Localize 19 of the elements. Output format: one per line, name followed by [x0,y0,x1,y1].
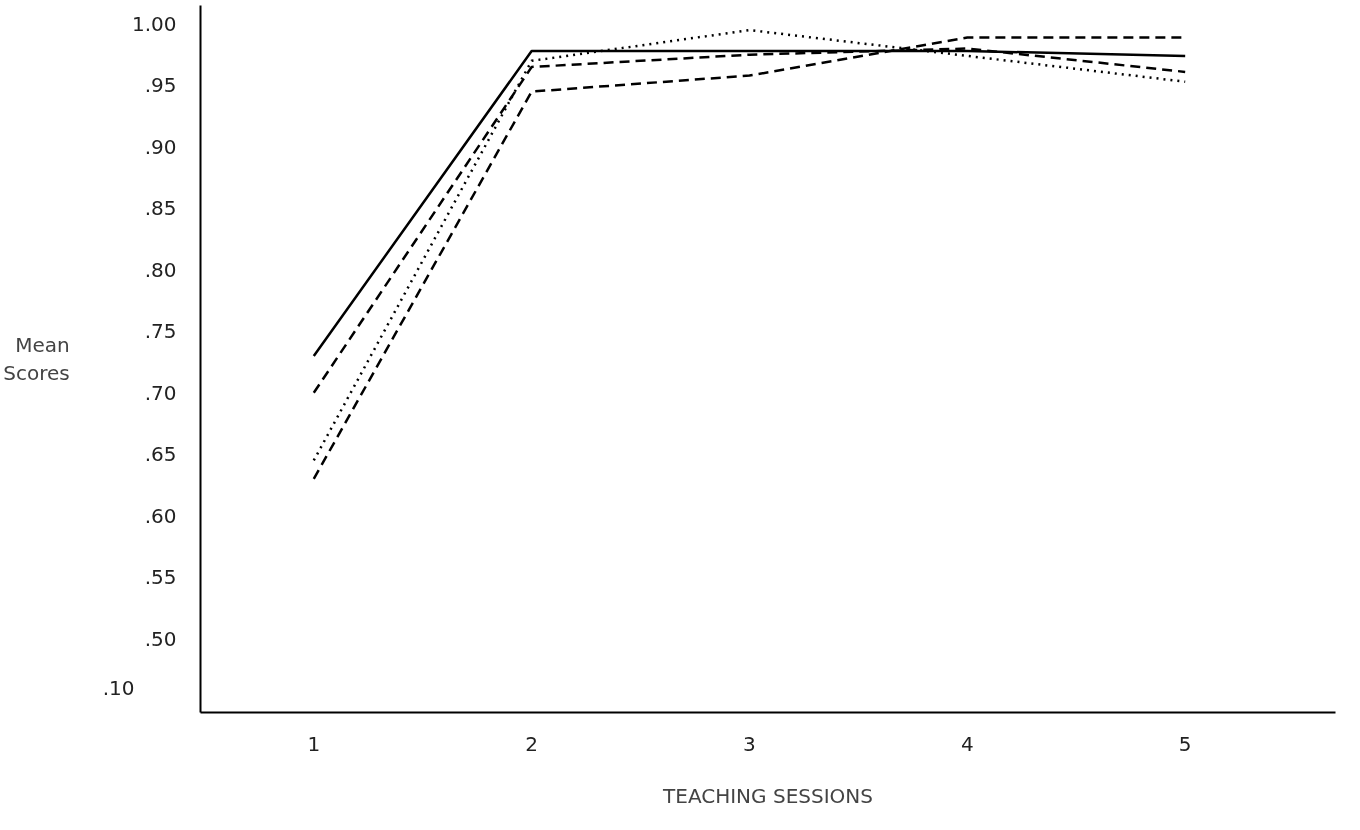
y-tick-label: .90 [144,134,177,159]
y-tick-label: .65 [144,442,177,467]
x-tick-label: 5 [1178,731,1192,756]
x-tick-label: 1 [307,731,321,756]
y-tick-label: .60 [144,503,177,528]
y-tick-label: .50 [144,626,177,651]
x-axis-title: TEACHING SESSIONS [662,783,873,808]
text: .10 [102,675,135,700]
x-tick-label: 2 [525,731,538,756]
y-tick-label: .95 [144,73,177,98]
x-tick-label: 3 [743,731,756,756]
y-tick-label: .80 [144,257,177,282]
x-tick-label: 4 [960,731,974,756]
y-axis-title: Mean Scores [3,332,70,386]
y-tick-label: .55 [144,565,177,590]
y-tick-label: .70 [144,380,177,405]
y-tick-label: .75 [144,319,177,344]
y-tick-label: 1.00 [131,11,177,36]
y-tick-label: .85 [144,196,177,221]
